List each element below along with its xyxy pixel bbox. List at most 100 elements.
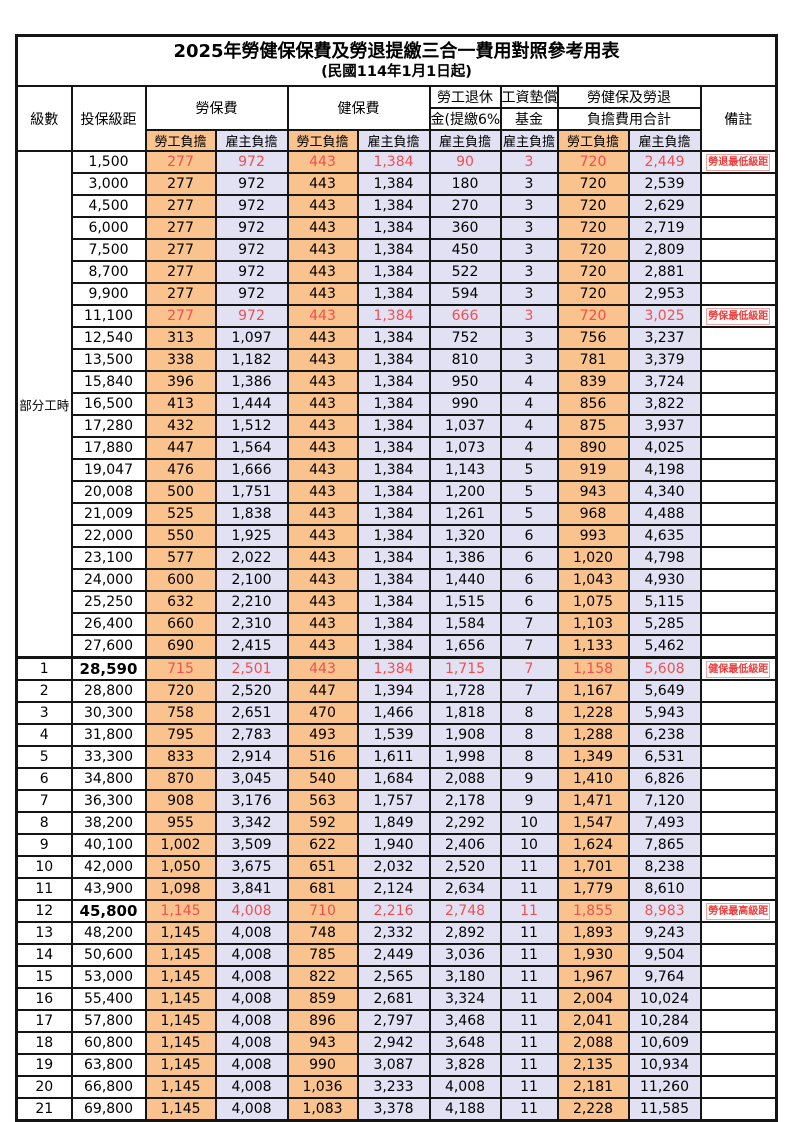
cell-labor-employer: 4,008 (214, 1075, 289, 1099)
cell-labor-employee: 525 (144, 502, 217, 526)
cell-health-employee: 443 (286, 150, 359, 174)
cell-bracket: 42,000 (70, 855, 147, 879)
cell-pension-employer: 1,908 (428, 723, 502, 747)
cell-labor-employer: 1,666 (214, 458, 289, 482)
cell-health-employer: 2,797 (356, 1009, 431, 1033)
cell-labor-employee: 1,002 (144, 833, 217, 857)
cell-total-employee: 2,088 (556, 1031, 630, 1055)
cell-health-employer: 1,384 (356, 458, 431, 482)
table-row: 21 69,800 1,145 4,008 1,083 3,378 4,188 11 2,228… (15, 1097, 778, 1122)
cell-bracket: 30,300 (70, 701, 147, 725)
cell-bracket: 33,300 (70, 745, 147, 769)
cell-labor-employee: 632 (144, 590, 217, 614)
cell-total-employer: 10,024 (627, 987, 702, 1011)
table-row: 3,000 277 972 443 1,384 180 3 720 2,539 (17, 172, 778, 196)
cell-bracket: 53,000 (70, 965, 147, 989)
cell-labor-employer: 1,444 (214, 392, 289, 416)
page-subtitle: (民國114年1月1日起) (321, 64, 472, 81)
cell-health-employee: 990 (286, 1053, 359, 1077)
cell-wage-fund-employer: 3 (499, 326, 559, 350)
cell-labor-employee: 277 (144, 172, 217, 196)
cell-total-employer: 4,198 (627, 458, 702, 482)
cell-total-employer: 4,930 (627, 568, 702, 592)
cell-wage-fund-employer: 11 (499, 1075, 559, 1099)
cell-labor-employee: 396 (144, 370, 217, 394)
cell-bracket: 22,000 (70, 524, 147, 548)
cell-level: 13 (15, 921, 73, 945)
cell-pension-employer: 522 (428, 260, 502, 284)
cell-labor-employee: 338 (144, 348, 217, 372)
cell-pension-employer: 594 (428, 282, 502, 306)
cell-labor-employer: 2,022 (214, 546, 289, 570)
cell-wage-fund-employer: 6 (499, 524, 559, 548)
cell-total-employee: 1,043 (556, 568, 630, 592)
cell-bracket: 15,840 (70, 370, 147, 394)
cell-wage-fund-employer: 7 (499, 634, 559, 659)
cell-total-employee: 720 (556, 282, 630, 306)
cell-remark: 勞保最低級距 (699, 304, 778, 328)
cell-pension-employer: 1,656 (428, 634, 502, 659)
cell-labor-employee: 1,145 (144, 987, 217, 1011)
cell-total-employee: 1,547 (556, 811, 630, 835)
table-row: 15 53,000 1,145 4,008 822 2,565 3,180 11 1,967 9,… (15, 965, 778, 989)
col-header-health-insurance: 健保費 (286, 85, 431, 131)
col-header-labor-insurance: 勞保費 (144, 85, 289, 131)
cell-labor-employer: 1,838 (214, 502, 289, 526)
cell-labor-employee: 277 (144, 282, 217, 306)
cell-total-employee: 1,158 (556, 656, 630, 681)
table-row: 16,500 413 1,444 443 1,384 990 4 856 3,822 (17, 392, 778, 416)
cell-total-employer: 3,724 (627, 370, 702, 394)
cell-total-employer: 7,865 (627, 833, 702, 857)
cell-health-employer: 1,384 (356, 304, 431, 328)
cell-bracket: 25,250 (70, 590, 147, 614)
cell-total-employer: 3,237 (627, 326, 702, 350)
cell-health-employee: 748 (286, 921, 359, 945)
cell-remark (699, 568, 778, 592)
cell-bracket: 69,800 (70, 1097, 147, 1122)
cell-health-employee: 516 (286, 745, 359, 769)
cell-bracket: 6,000 (70, 216, 147, 240)
cell-bracket: 13,500 (70, 348, 147, 372)
cell-health-employer: 1,539 (356, 723, 431, 747)
cell-bracket: 12,540 (70, 326, 147, 350)
cell-wage-fund-employer: 4 (499, 392, 559, 416)
cell-bracket: 36,300 (70, 789, 147, 813)
cell-pension-employer: 4,008 (428, 1075, 502, 1099)
cell-labor-employer: 972 (214, 282, 289, 306)
cell-remark (699, 458, 778, 482)
cell-bracket: 8,700 (70, 260, 147, 284)
table-row: 17,880 447 1,564 443 1,384 1,073 4 890 4,025 (17, 436, 778, 460)
cell-wage-fund-employer: 8 (499, 723, 559, 747)
cell-labor-employee: 660 (144, 612, 217, 636)
cell-bracket: 48,200 (70, 921, 147, 945)
table-row: 18 60,800 1,145 4,008 943 2,942 3,648 11 2,088 10… (15, 1031, 778, 1055)
cell-total-employee: 720 (556, 150, 630, 174)
cell-total-employer: 2,953 (627, 282, 702, 306)
cell-health-employee: 540 (286, 767, 359, 791)
cell-total-employee: 1,103 (556, 612, 630, 636)
cell-total-employee: 2,228 (556, 1097, 630, 1122)
cell-wage-fund-employer: 11 (499, 1009, 559, 1033)
cell-labor-employee: 1,145 (144, 899, 217, 923)
cell-health-employer: 1,384 (356, 260, 431, 284)
table-row: 6 34,800 870 3,045 540 1,684 2,088 9 1,410 6,826 (15, 767, 778, 791)
cell-bracket: 23,100 (70, 546, 147, 570)
remark-badge: 健保最低級距 (706, 661, 771, 678)
cell-level: 3 (15, 701, 73, 725)
cell-health-employer: 1,384 (356, 150, 431, 174)
cell-remark (699, 524, 778, 548)
cell-total-employee: 2,181 (556, 1075, 630, 1099)
cell-pension-employer: 1,715 (428, 656, 502, 681)
cell-total-employee: 839 (556, 370, 630, 394)
cell-wage-fund-employer: 3 (499, 348, 559, 372)
cell-total-employer: 4,025 (627, 436, 702, 460)
cell-bracket: 63,800 (70, 1053, 147, 1077)
cell-wage-fund-employer: 11 (499, 855, 559, 879)
cell-bracket: 16,500 (70, 392, 147, 416)
table-row: 12 45,800 1,145 4,008 710 2,216 2,748 11 1,855 8,… (15, 899, 778, 923)
cell-total-employer: 4,635 (627, 524, 702, 548)
cell-bracket: 26,400 (70, 612, 147, 636)
table-header: 2025年勞健保保費及勞退提繳三合一費用對照參考用表 (民國114年1月1日起)… (15, 34, 778, 152)
cell-labor-employee: 577 (144, 546, 217, 570)
cell-labor-employee: 500 (144, 480, 217, 504)
